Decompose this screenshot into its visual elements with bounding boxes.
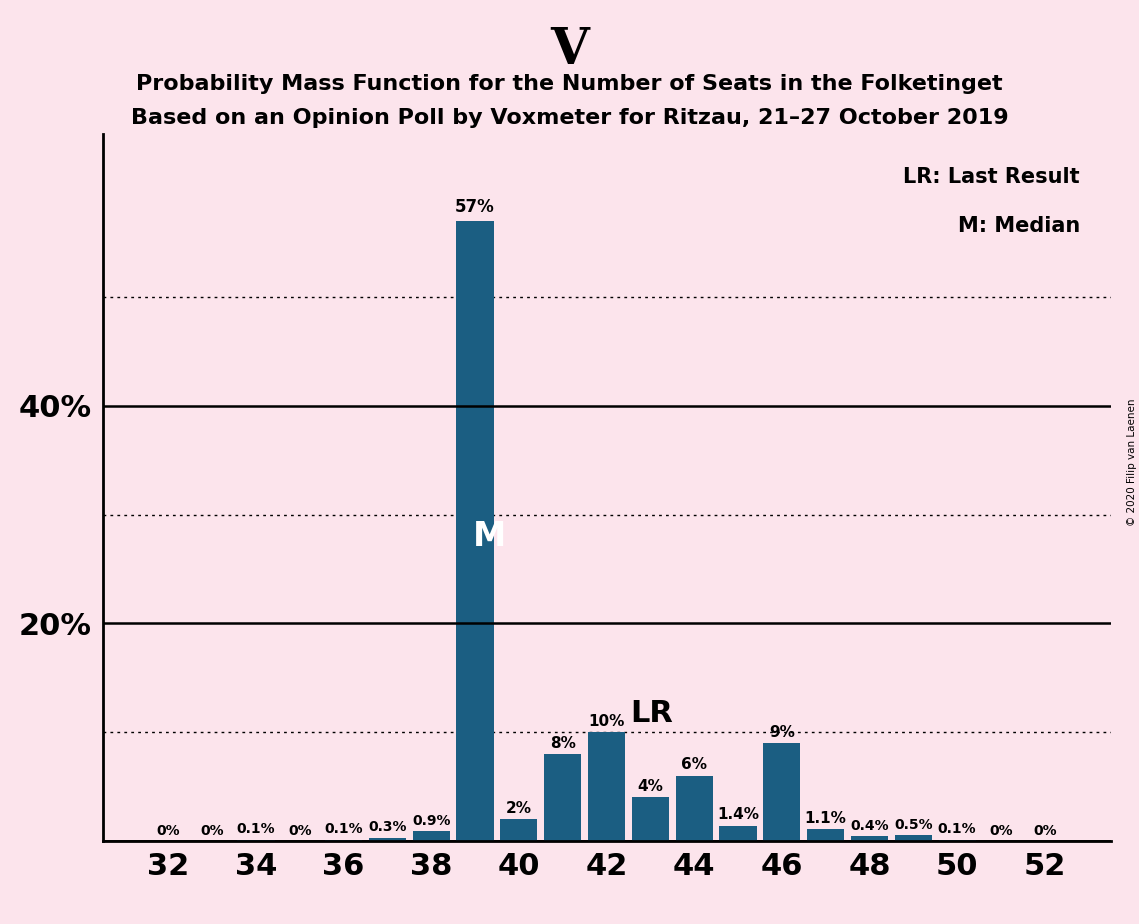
Bar <box>720 826 756 841</box>
Bar <box>588 732 625 841</box>
Text: M: M <box>473 520 506 553</box>
Text: 9%: 9% <box>769 724 795 740</box>
Text: LR: Last Result: LR: Last Result <box>903 166 1080 187</box>
Text: 0.1%: 0.1% <box>937 822 976 836</box>
Bar <box>457 221 493 841</box>
Bar <box>851 836 888 841</box>
Bar <box>325 840 362 841</box>
Text: © 2020 Filip van Laenen: © 2020 Filip van Laenen <box>1126 398 1137 526</box>
Bar <box>808 829 844 841</box>
Text: Based on an Opinion Poll by Voxmeter for Ritzau, 21–27 October 2019: Based on an Opinion Poll by Voxmeter for… <box>131 108 1008 128</box>
Text: 0%: 0% <box>200 823 224 837</box>
Bar <box>500 819 538 841</box>
Bar <box>544 754 581 841</box>
Bar <box>675 775 713 841</box>
Bar <box>632 797 669 841</box>
Text: 0.1%: 0.1% <box>237 822 276 836</box>
Text: 0%: 0% <box>288 823 312 837</box>
Text: LR: LR <box>631 699 673 728</box>
Text: 10%: 10% <box>589 714 624 729</box>
Bar <box>412 831 450 841</box>
Bar <box>369 837 405 841</box>
Text: 2%: 2% <box>506 801 532 816</box>
Text: 0%: 0% <box>989 823 1013 837</box>
Bar <box>763 743 801 841</box>
Text: V: V <box>550 26 589 75</box>
Text: Probability Mass Function for the Number of Seats in the Folketinget: Probability Mass Function for the Number… <box>137 74 1002 94</box>
Text: 0.1%: 0.1% <box>325 822 363 836</box>
Text: 0.5%: 0.5% <box>894 818 933 833</box>
Text: 1.4%: 1.4% <box>716 808 759 822</box>
Text: 0.9%: 0.9% <box>412 814 450 828</box>
Text: 8%: 8% <box>550 736 575 750</box>
Bar <box>237 840 274 841</box>
Text: 0%: 0% <box>156 823 180 837</box>
Text: 57%: 57% <box>456 198 495 215</box>
Text: 1.1%: 1.1% <box>805 810 846 826</box>
Text: 0.4%: 0.4% <box>850 820 888 833</box>
Text: 4%: 4% <box>638 779 663 794</box>
Text: 6%: 6% <box>681 758 707 772</box>
Text: 0%: 0% <box>1033 823 1057 837</box>
Bar <box>939 840 976 841</box>
Text: 0.3%: 0.3% <box>368 821 407 834</box>
Text: M: Median: M: Median <box>958 215 1080 236</box>
Bar <box>894 835 932 841</box>
